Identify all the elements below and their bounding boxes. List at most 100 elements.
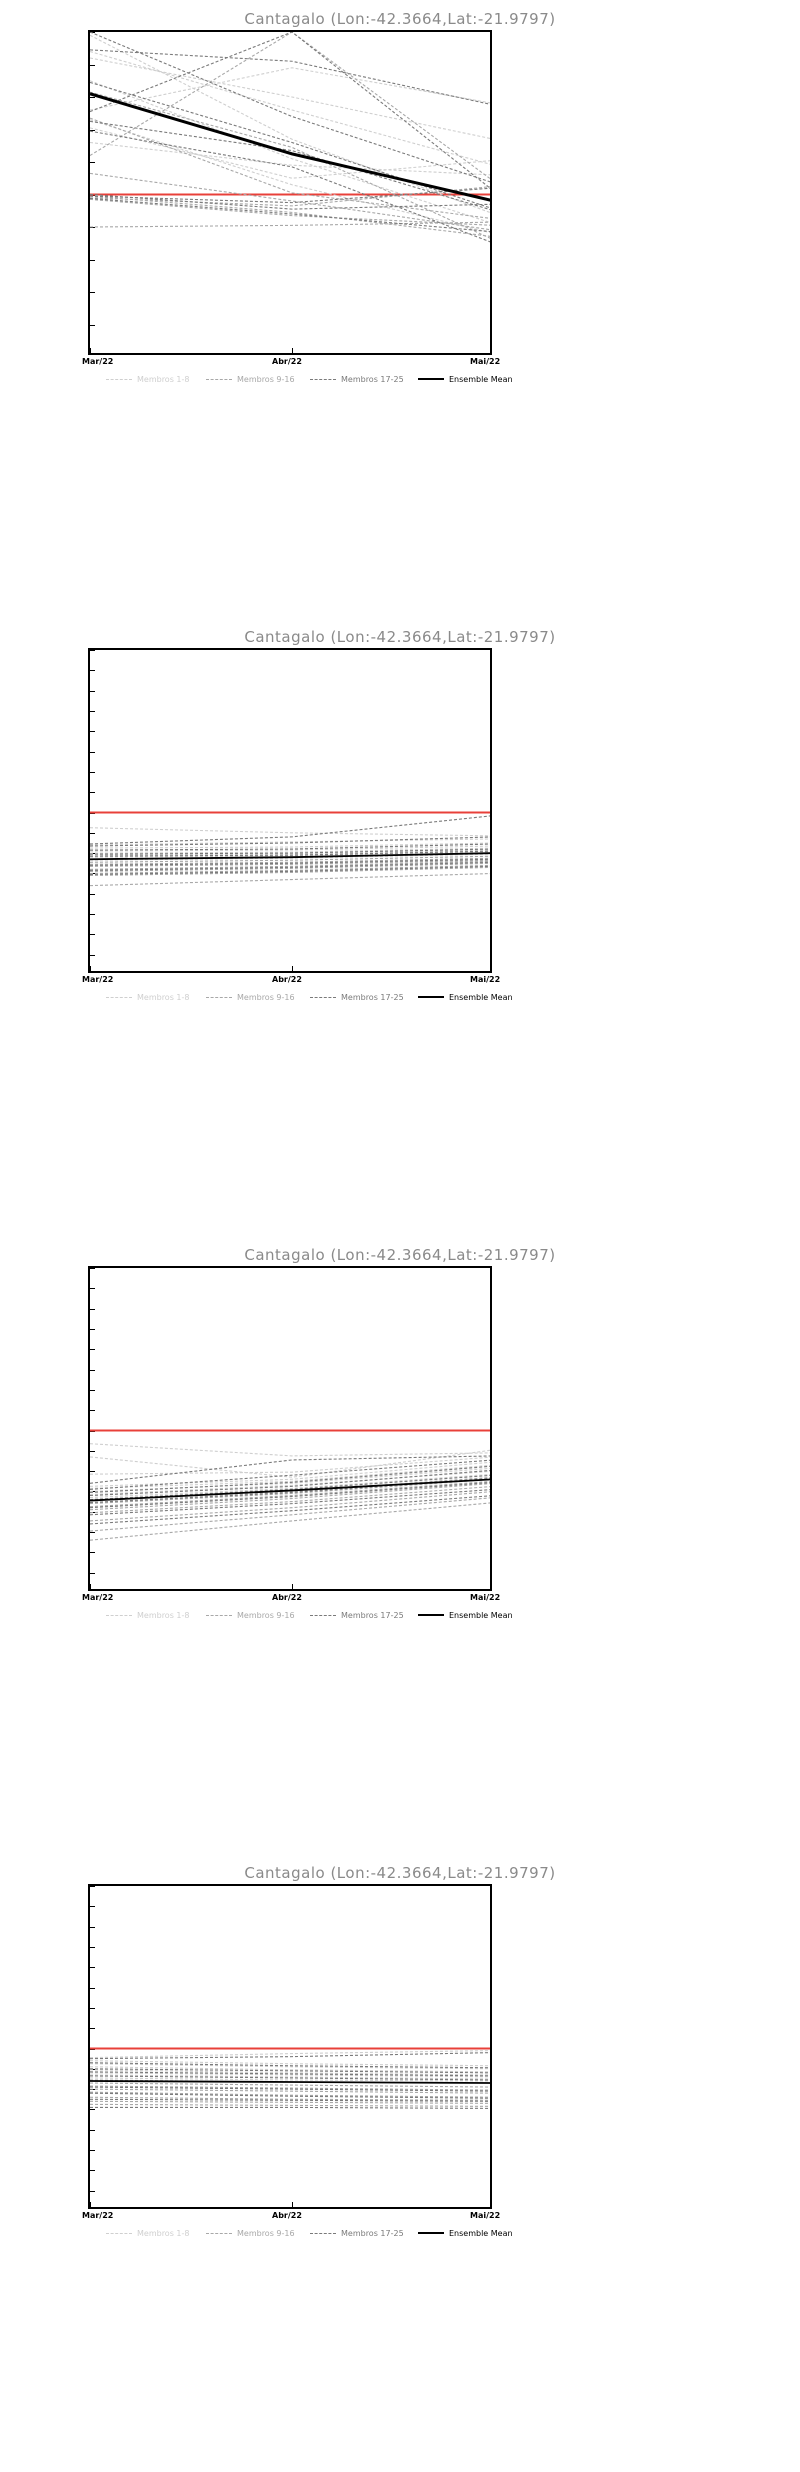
member-line <box>90 853 490 861</box>
y-tick-mark <box>90 893 95 895</box>
legend-item[interactable]: Ensemble Mean <box>418 1608 513 1622</box>
y-tick-mark <box>90 2129 95 2131</box>
legend-label: Membros 9-16 <box>237 2228 295 2238</box>
panel-title: Cantagalo (Lon:-42.3664,Lat:-21.9797) <box>244 628 556 646</box>
legend-swatch-icon <box>418 996 444 998</box>
plot-area: Anomalia de Temperatura Maxima a 2m (oC)… <box>88 1266 492 1591</box>
ensemble-mean-line <box>90 1478 490 1502</box>
legend-item[interactable]: Membros 1-8 <box>106 990 189 1004</box>
legend-label: Membros 1-8 <box>137 374 190 384</box>
y-tick-mark <box>90 324 95 326</box>
member-line <box>90 1489 490 1516</box>
plot-area: Anomalia de Temperatura Media a 2m (oC)8… <box>88 648 492 973</box>
member-line <box>90 130 490 243</box>
member-line <box>90 198 490 226</box>
member-line <box>90 843 490 851</box>
panel-title: Cantagalo (Lon:-42.3664,Lat:-21.9797) <box>244 10 556 28</box>
series-canvas <box>90 811 490 887</box>
legend-item[interactable]: Membros 9-16 <box>206 372 295 386</box>
y-tick-mark <box>90 1572 95 1574</box>
legend-item[interactable]: Membros 17-25 <box>310 372 404 386</box>
chart-panel-1: Cantagalo (Lon:-42.3664,Lat:-21.9797) Ano… <box>0 618 800 1236</box>
y-tick-mark <box>90 1946 95 1948</box>
member-line <box>90 1465 490 1494</box>
legend-item[interactable]: Membros 17-25 <box>310 1608 404 1622</box>
member-line <box>90 1469 490 1497</box>
x-tick-mark <box>90 966 91 971</box>
member-line <box>90 866 490 877</box>
member-line <box>90 1486 490 1514</box>
legend-item[interactable]: Ensemble Mean <box>418 2226 513 2240</box>
legend-item[interactable]: Ensemble Mean <box>418 372 513 386</box>
legend-item[interactable]: Membros 1-8 <box>106 2226 189 2240</box>
chart-panel-2: Cantagalo (Lon:-42.3664,Lat:-21.9797) Ano… <box>0 1236 800 1854</box>
y-tick-mark <box>90 1389 95 1391</box>
member-line <box>90 195 490 237</box>
member-line <box>90 117 490 219</box>
legend-item[interactable]: Membros 1-8 <box>106 372 189 386</box>
x-tick-label: Mar/22 <box>82 1593 114 1602</box>
legend-swatch-icon <box>310 1614 336 1616</box>
member-line <box>90 2098 490 2102</box>
member-line <box>90 1464 490 1489</box>
y-tick-mark <box>90 1328 95 1330</box>
member-line <box>90 2103 490 2107</box>
panel-title: Cantagalo (Lon:-42.3664,Lat:-21.9797) <box>244 1246 556 1264</box>
y-tick-mark <box>90 129 95 131</box>
member-line <box>90 1473 490 1499</box>
member-line <box>90 80 490 224</box>
y-tick-mark <box>90 1268 95 1269</box>
y-tick-mark <box>90 1926 95 1928</box>
y-tick-mark <box>90 2109 95 2111</box>
member-line <box>90 2082 490 2088</box>
member-line <box>90 2072 490 2078</box>
member-line <box>90 2100 490 2104</box>
legend-item[interactable]: Membros 17-25 <box>310 2226 404 2240</box>
legend-swatch-icon <box>418 2232 444 2234</box>
member-line <box>90 119 490 234</box>
y-tick-mark <box>90 97 95 98</box>
y-tick-mark <box>90 1349 95 1351</box>
legend-swatch-icon <box>310 2232 336 2234</box>
chart-panel-0: Cantagalo (Lon:-42.3664,Lat:-21.9797) Ano… <box>0 0 800 618</box>
legend-item[interactable]: Membros 1-8 <box>106 1608 189 1622</box>
legend-label: Ensemble Mean <box>449 992 513 1002</box>
legend-item[interactable]: Membros 9-16 <box>206 990 295 1004</box>
member-line <box>90 2086 490 2092</box>
member-line <box>90 1455 490 1484</box>
legend-item[interactable]: Membros 9-16 <box>206 2226 295 2240</box>
member-line <box>90 865 490 876</box>
member-line <box>90 91 490 239</box>
x-tick-label: Abr/22 <box>272 1593 302 1602</box>
legend-label: Membros 17-25 <box>341 374 404 384</box>
legend-label: Membros 17-25 <box>341 2228 404 2238</box>
legend-item[interactable]: Membros 17-25 <box>310 990 404 1004</box>
legend-item[interactable]: Membros 9-16 <box>206 1608 295 1622</box>
y-tick-mark <box>90 2028 95 2030</box>
member-line <box>90 851 490 858</box>
member-line <box>90 855 490 863</box>
legend-swatch-icon <box>206 378 232 380</box>
legend-label: Membros 1-8 <box>137 2228 190 2238</box>
member-line <box>90 34 490 214</box>
member-line <box>90 50 490 165</box>
member-line <box>90 1491 490 1522</box>
member-line <box>90 2063 490 2070</box>
x-tick-label: Mar/22 <box>82 357 114 366</box>
member-line <box>90 858 490 866</box>
y-tick-mark <box>90 731 95 733</box>
legend-swatch-icon <box>310 378 336 380</box>
y-tick-mark <box>90 1410 95 1412</box>
x-tick-mark <box>292 966 293 971</box>
member-line <box>90 2088 490 2094</box>
y-tick-mark <box>90 934 95 936</box>
y-tick-mark <box>90 1886 95 1887</box>
legend-label: Membros 17-25 <box>341 1610 404 1620</box>
member-line <box>90 1474 490 1501</box>
legend-label: Ensemble Mean <box>449 1610 513 1620</box>
y-tick-mark <box>90 954 95 956</box>
legend-label: Ensemble Mean <box>449 2228 513 2238</box>
legend-item[interactable]: Ensemble Mean <box>418 990 513 1004</box>
y-tick-mark <box>90 832 95 834</box>
